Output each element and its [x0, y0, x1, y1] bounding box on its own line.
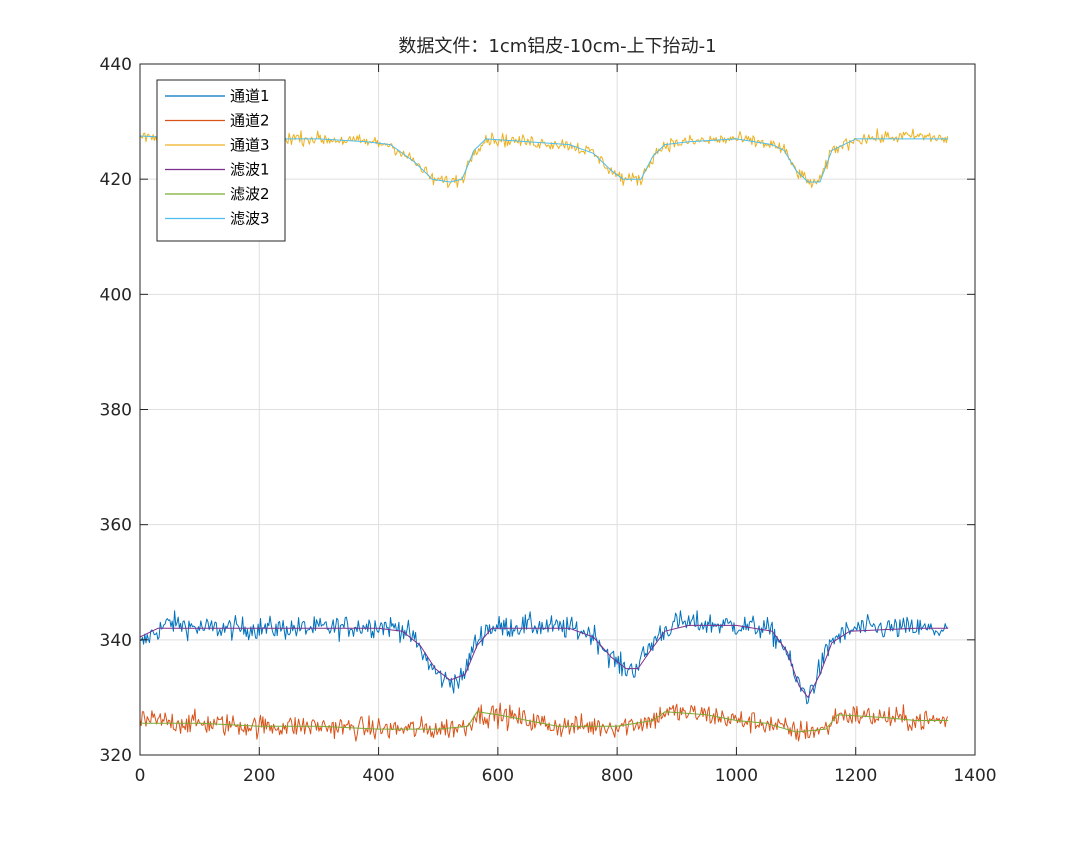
- x-tick-label: 800: [601, 766, 633, 786]
- x-tick-label: 400: [362, 766, 394, 786]
- axis-ticks: 0 200 400 600 800 1000 1200 1400 320 340 360 380 400…: [100, 55, 997, 786]
- x-tick-label: 0: [135, 766, 146, 786]
- legend-label: 滤波2: [230, 185, 270, 203]
- grid: [139, 63, 976, 756]
- x-tick-label: 1000: [715, 766, 758, 786]
- x-tick-label: 1200: [834, 766, 877, 786]
- series-line-2: [139, 702, 949, 742]
- series-line-4: [139, 624, 949, 698]
- y-tick-label: 360: [100, 516, 132, 536]
- series-line-5: [140, 711, 949, 733]
- legend-label: 滤波1: [230, 161, 270, 179]
- legend: 通道1 通道2 通道3 滤波1 滤波2 滤波3: [156, 79, 286, 242]
- chart-title: 数据文件：1cm铝皮-10cm-上下抬动-1: [398, 36, 716, 57]
- legend-label: 通道2: [230, 112, 270, 130]
- series-line-6: [139, 135, 949, 183]
- y-tick-label: 440: [100, 55, 132, 75]
- y-tick-label: 320: [100, 746, 132, 766]
- y-tick-label: 420: [100, 170, 132, 190]
- y-tick-label: 400: [100, 285, 132, 305]
- x-tick-label: 600: [482, 766, 514, 786]
- y-tick-label: 380: [100, 401, 132, 421]
- x-tick-label: 1400: [953, 766, 996, 786]
- legend-label: 滤波3: [230, 210, 270, 228]
- x-tick-label: 200: [243, 766, 275, 786]
- series-layer: [139, 126, 949, 742]
- legend-label: 通道3: [230, 136, 270, 154]
- y-tick-label: 340: [100, 631, 132, 651]
- legend-label: 通道1: [230, 87, 270, 105]
- legend-box: [156, 79, 286, 242]
